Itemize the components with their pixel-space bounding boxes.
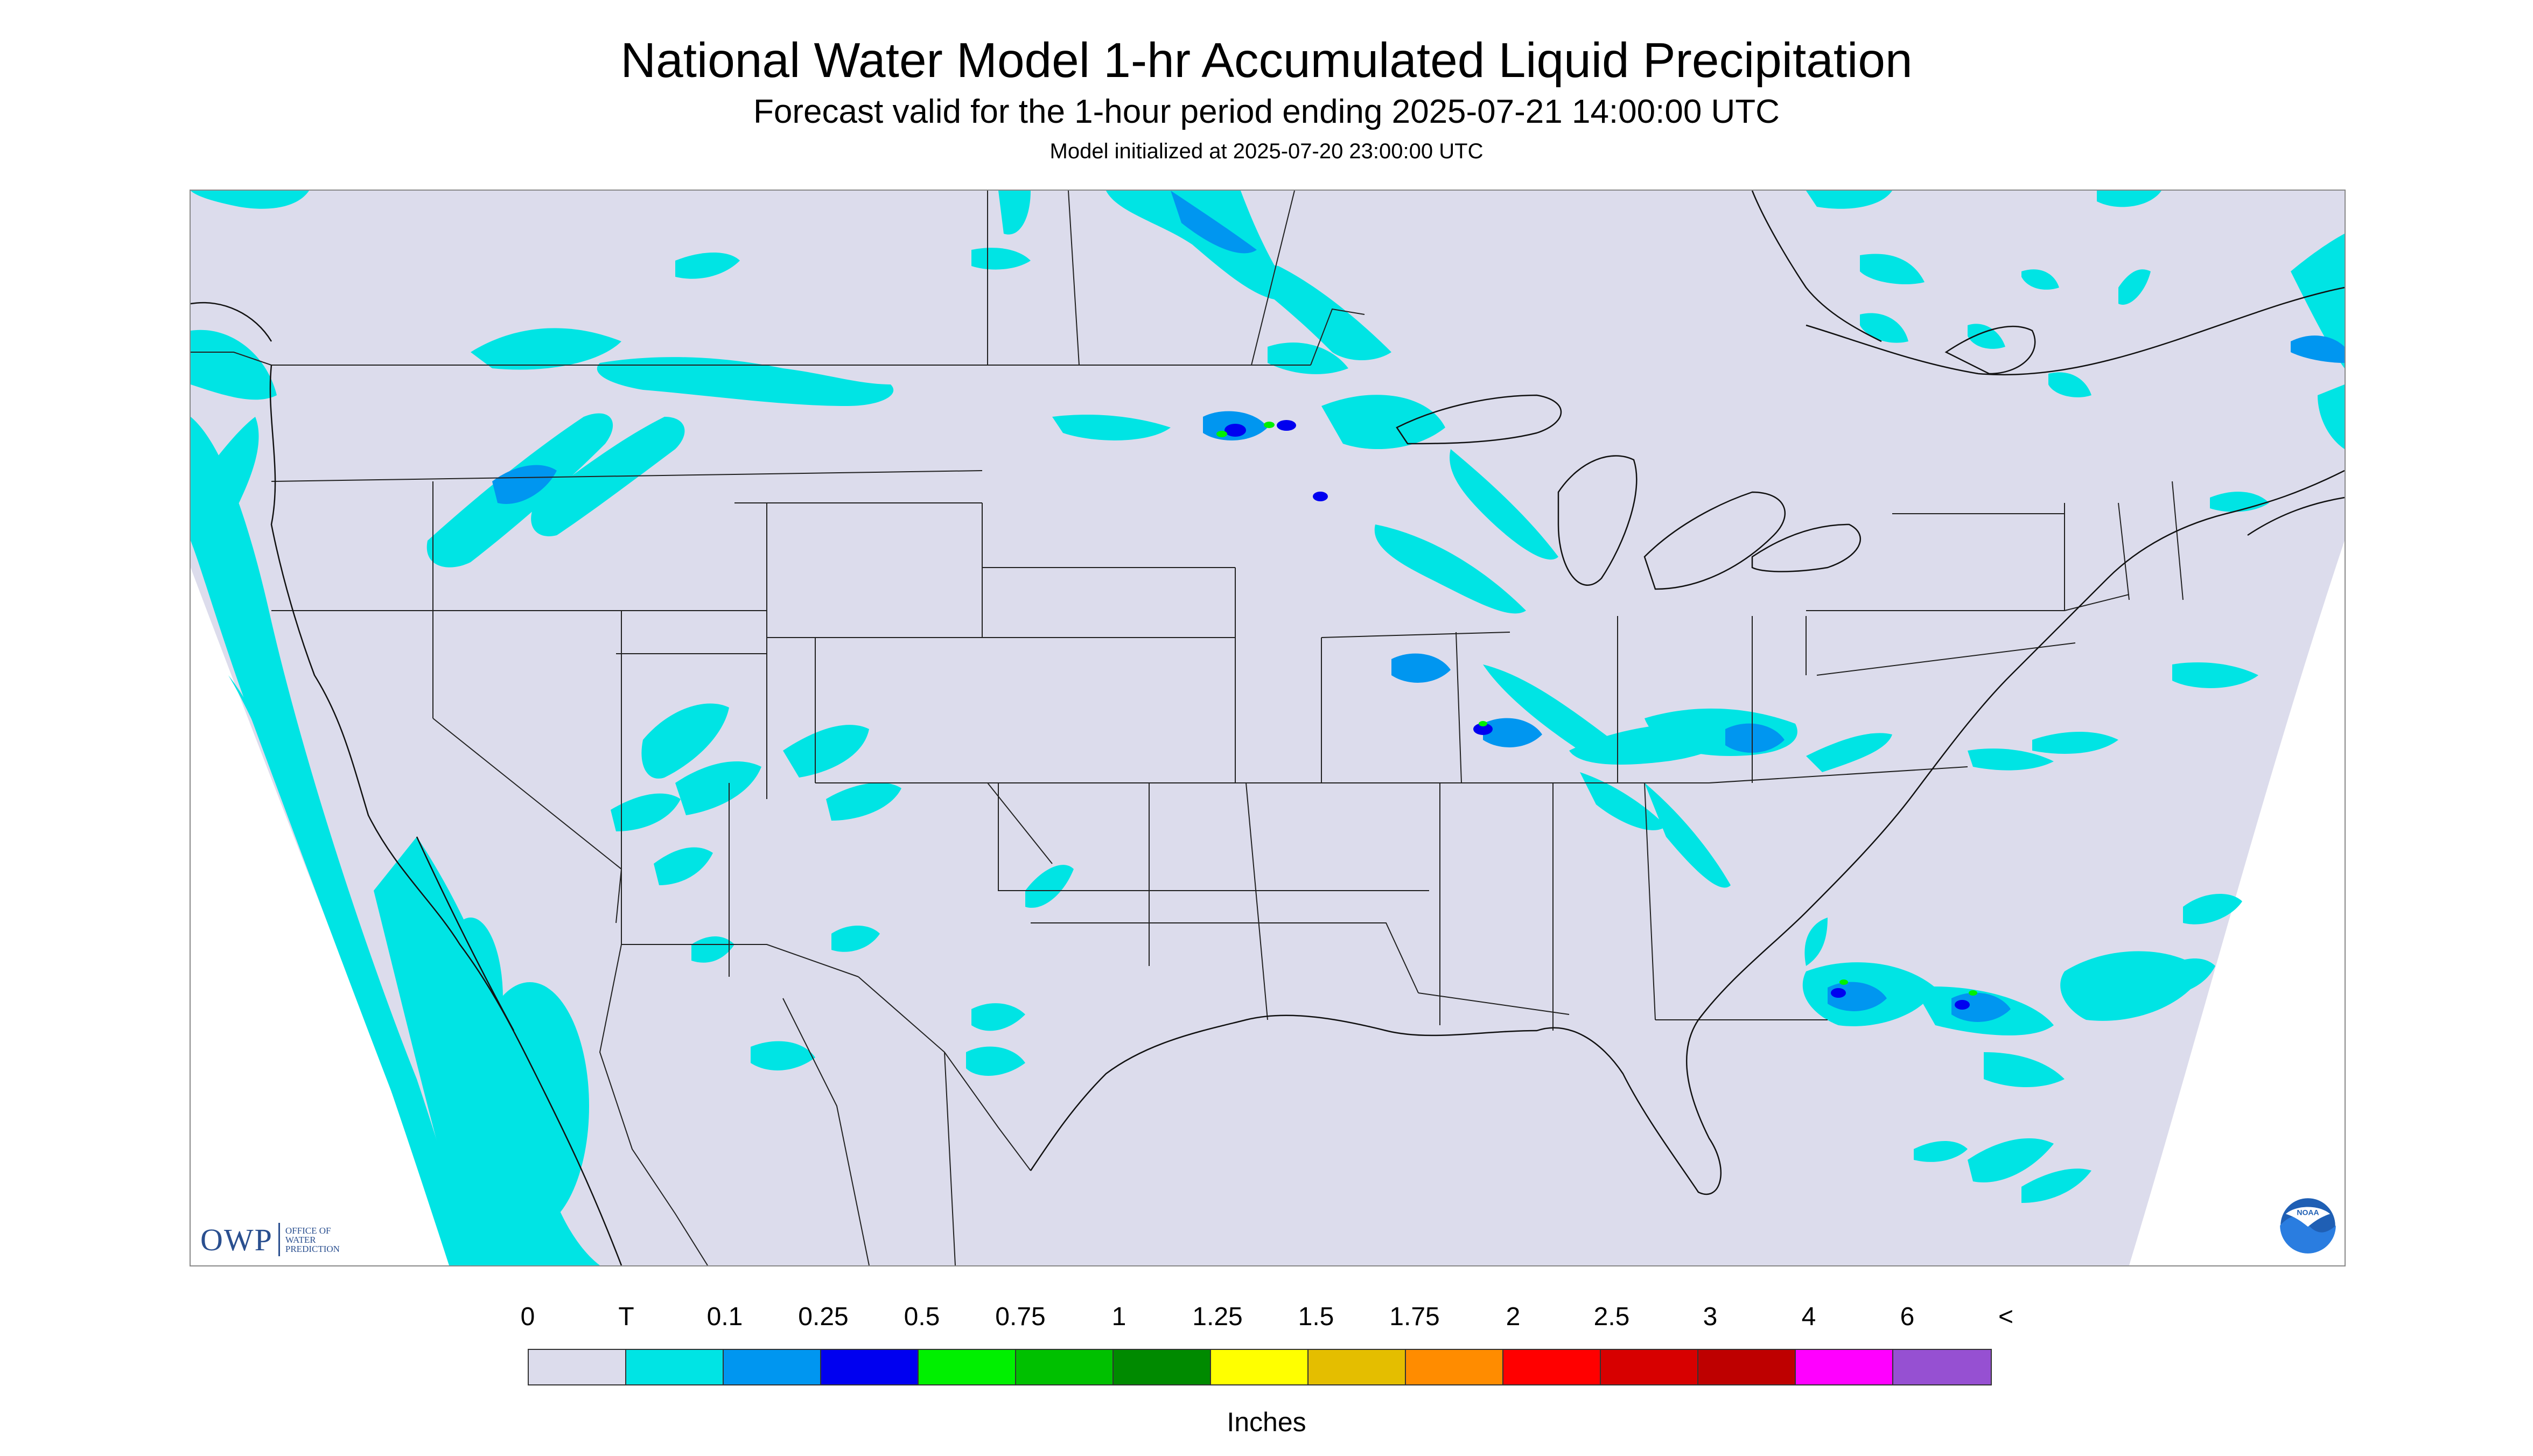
legend-tick-label: 1.25	[1192, 1303, 1243, 1331]
map-title: National Water Model 1-hr Accumulated Li…	[620, 33, 1913, 88]
legend-tick-label: 0.25	[798, 1303, 849, 1331]
noaa-logo: NOAA	[2279, 1197, 2336, 1254]
forecast-valid-subtitle: Forecast valid for the 1-hour period end…	[753, 93, 1780, 130]
legend-tick-label: 1.5	[1298, 1303, 1334, 1331]
legend-tick-label: 1.75	[1389, 1303, 1440, 1331]
legend-tick-label: 6	[1900, 1303, 1915, 1331]
political-boundaries	[191, 191, 2184, 1265]
legend-tick-label: 0.5	[904, 1303, 940, 1331]
legend-tick-label: 3	[1703, 1303, 1718, 1331]
legend-swatch	[1309, 1350, 1406, 1384]
legend-units: Inches	[1227, 1407, 1306, 1437]
legend-swatch	[1114, 1350, 1211, 1384]
legend-tick-label: 2.5	[1593, 1303, 1630, 1331]
trace-precip-areas	[191, 191, 2345, 1265]
legend-tick-label: <	[1998, 1303, 2014, 1331]
moderate-precip-areas	[1224, 420, 1970, 1010]
legend-swatch	[1796, 1350, 1893, 1384]
owp-logo-subtext: OFFICE OF WATER PREDICTION	[285, 1225, 340, 1254]
owp-logo-text: OWP	[200, 1222, 273, 1257]
legend-labels: 0 T 0.1 0.25 0.5 0.75 1 1.25 1.5 1.75 2 2.5 3 4 6 <	[0, 1302, 2533, 1340]
heavy-precip-areas	[1216, 422, 1977, 996]
legend-swatch	[1601, 1350, 1698, 1384]
owp-logo: OWP OFFICE OF WATER PREDICTION	[200, 1218, 340, 1261]
legend-swatch	[1406, 1350, 1503, 1384]
legend-swatch	[1698, 1350, 1796, 1384]
model-init-text: Model initialized at 2025-07-20 23:00:00…	[1049, 139, 1484, 163]
legend-swatch	[821, 1350, 919, 1384]
precipitation-map	[190, 190, 2346, 1266]
legend-swatch	[1211, 1350, 1309, 1384]
legend-color-bar	[528, 1349, 1992, 1385]
legend-tick-label: T	[618, 1303, 634, 1331]
legend-swatch	[529, 1350, 626, 1384]
coastlines	[191, 191, 2345, 1265]
legend-tick-label: 1	[1111, 1303, 1126, 1331]
legend-tick-label: 2	[1506, 1303, 1521, 1331]
legend-tick-label: 0	[520, 1303, 535, 1331]
legend-tick-label: 0.75	[995, 1303, 1046, 1331]
owp-logo-divider	[278, 1223, 280, 1256]
legend-swatch	[1503, 1350, 1601, 1384]
legend-tick-label: 4	[1801, 1303, 1816, 1331]
legend-swatch	[724, 1350, 821, 1384]
legend-tick-label: 0.1	[706, 1303, 743, 1331]
svg-text:NOAA: NOAA	[2297, 1208, 2319, 1217]
light-precip-areas	[492, 191, 2345, 1022]
legend-swatch	[1893, 1350, 1991, 1384]
legend-swatch	[1016, 1350, 1114, 1384]
legend-swatch	[626, 1350, 724, 1384]
legend-swatch	[919, 1350, 1016, 1384]
